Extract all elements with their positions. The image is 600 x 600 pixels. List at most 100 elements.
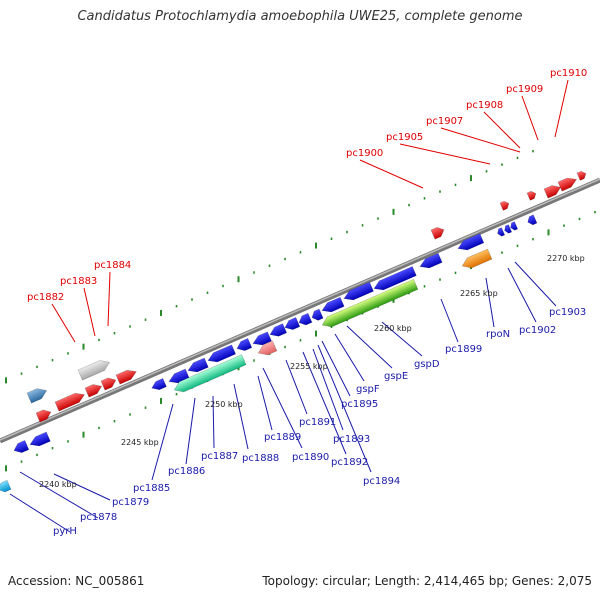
gene-pc1902 — [527, 214, 538, 226]
gene-pc1884-c — [115, 369, 137, 385]
leader-line — [359, 159, 424, 189]
genome-backbone — [0, 177, 600, 444]
gene-label-gspE[interactable]: gspE — [384, 371, 408, 382]
gene-label-pc1887[interactable]: pc1887 — [201, 451, 238, 462]
gene-label-gspF[interactable]: gspF — [356, 384, 380, 395]
gene-label-pc1894[interactable]: pc1894 — [363, 476, 400, 487]
gene-label-pc1893[interactable]: pc1893 — [333, 434, 370, 445]
gene-label-pc1910[interactable]: pc1910 — [550, 68, 587, 79]
gene-pc1910-shape — [576, 170, 587, 181]
gene-pc1903-orange-shape — [461, 248, 493, 269]
leader-line — [151, 403, 174, 481]
gene-pyrH-shape — [0, 479, 12, 493]
gene-gspF — [343, 281, 374, 301]
gene-misc — [26, 388, 48, 404]
gene-pink-shape — [257, 340, 278, 356]
gene-pc1878 — [13, 440, 30, 453]
gene-gspD-shape — [419, 252, 443, 269]
gene-label-pc1888[interactable]: pc1888 — [242, 453, 279, 464]
leader-line — [440, 298, 459, 343]
gene-pc1905 — [499, 200, 510, 211]
gene-gspD-green-shape — [321, 278, 419, 328]
gene-pc1888-shape — [207, 344, 237, 363]
gene-pc1910 — [576, 170, 587, 181]
gene-label-pc1878[interactable]: pc1878 — [80, 512, 117, 523]
gene-pc1890 — [252, 331, 272, 346]
leader-line — [19, 471, 99, 519]
scale-label: 2240 kbp — [39, 480, 77, 489]
gene-pc1892-shape — [284, 317, 301, 330]
gene-label-pc1907[interactable]: pc1907 — [426, 116, 463, 127]
gene-pc1899 — [457, 233, 485, 251]
gene-pc1889-shape — [236, 338, 253, 351]
gene-pc1888 — [207, 344, 237, 363]
gene-pc1883-shape — [54, 392, 86, 412]
gene-label-pc1900[interactable]: pc1900 — [346, 148, 383, 159]
gene-pc1884-b — [100, 377, 117, 391]
leader-line — [514, 261, 557, 307]
gene-gspD — [419, 252, 443, 269]
gene-rna-teal-shape — [173, 354, 247, 393]
gene-pc1895 — [321, 296, 345, 313]
gene-pc1907-shape — [526, 190, 537, 201]
gene-label-pc1884[interactable]: pc1884 — [94, 260, 131, 271]
gene-label-pc1902[interactable]: pc1902 — [519, 325, 556, 336]
reverse-gene-labels: pyrH pc1878 pc1879 pc1885 pc1886 pc1887 … — [53, 307, 586, 537]
leader-line — [312, 348, 344, 431]
gene-pink — [257, 340, 278, 356]
leader-line — [9, 493, 71, 533]
forward-gene-labels: pc1882 pc1883 pc1884 pc1900 pc1905 pc190… — [27, 68, 587, 303]
gene-pc1908-shape — [543, 185, 562, 199]
gene-pc1887-shape — [187, 357, 209, 373]
gene-label-pc1908[interactable]: pc1908 — [466, 100, 503, 111]
leader-line — [321, 340, 351, 397]
gene-label-pc1886[interactable]: pc1886 — [168, 466, 205, 477]
gene-gspD-green — [321, 278, 419, 328]
gene-rna-teal — [173, 354, 247, 393]
leader-line — [285, 359, 308, 415]
gene-pc1883 — [54, 392, 86, 412]
accession-text: Accession: NC_005861 — [8, 574, 145, 588]
gene-label-pc1883[interactable]: pc1883 — [60, 276, 97, 287]
gene-label-pc1892[interactable]: pc1892 — [331, 457, 368, 468]
gene-label-pc1895[interactable]: pc1895 — [341, 399, 378, 410]
gene-label-pc1903[interactable]: pc1903 — [549, 307, 586, 318]
leader-line — [485, 277, 495, 328]
gene-pc1878-shape — [13, 440, 30, 453]
gene-rpoN-b — [504, 224, 513, 234]
gene-pc1882-shape — [35, 409, 52, 423]
gene-label-pc1905[interactable]: pc1905 — [386, 132, 423, 143]
gene-label-pc1885[interactable]: pc1885 — [133, 483, 170, 494]
gene-gspE-shape — [373, 266, 417, 291]
gene-label-pyrH[interactable]: pyrH — [53, 526, 77, 537]
gene-label-pc1879[interactable]: pc1879 — [112, 497, 149, 508]
gene-pseudo — [77, 360, 111, 381]
gene-label-pc1890[interactable]: pc1890 — [292, 452, 329, 463]
leader-line — [440, 127, 521, 153]
gene-rpoN-a — [497, 227, 506, 237]
gene-pc1885-shape — [151, 378, 167, 391]
leader-line — [399, 143, 491, 165]
gene-label-gspD[interactable]: gspD — [414, 359, 440, 370]
leader-line — [233, 383, 249, 450]
leader-line — [507, 267, 537, 323]
gene-label-rpoN[interactable]: rpoN — [486, 329, 510, 340]
gene-label-pc1891[interactable]: pc1891 — [299, 417, 336, 428]
gene-label-pc1899[interactable]: pc1899 — [445, 344, 482, 355]
gene-label-pc1889[interactable]: pc1889 — [264, 432, 301, 443]
gene-pc1891-shape — [269, 323, 288, 337]
gene-pc1893 — [298, 312, 313, 326]
gene-label-pc1909[interactable]: pc1909 — [506, 84, 543, 95]
gene-label-pc1882[interactable]: pc1882 — [27, 292, 64, 303]
gene-pc1885 — [151, 378, 167, 391]
gene-pc1890-shape — [252, 331, 272, 346]
scale-label: 2260 kbp — [374, 324, 412, 333]
gene-pc1909-shape — [557, 177, 578, 192]
scale-label: 2250 kbp — [205, 400, 243, 409]
leader-line — [483, 111, 521, 149]
gene-rpoN-c-shape — [510, 221, 519, 231]
scale-label: 2265 kbp — [460, 289, 498, 298]
gene-pc1893-shape — [298, 312, 313, 326]
leader-line — [302, 351, 347, 455]
